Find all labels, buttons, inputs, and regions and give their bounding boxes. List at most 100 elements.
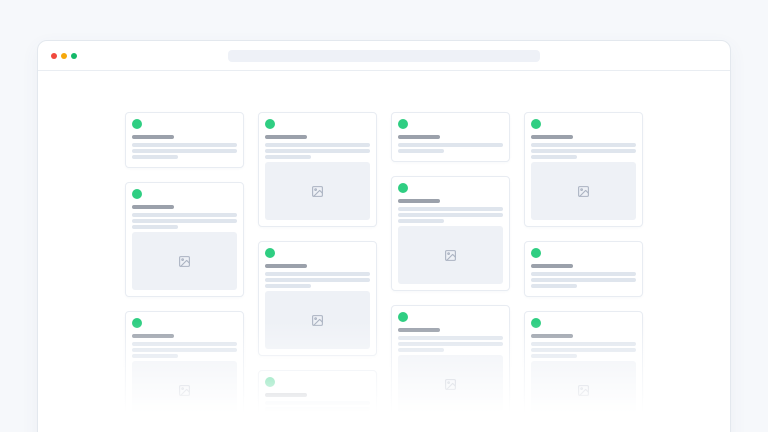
text-line-skeleton — [531, 342, 636, 346]
text-line-skeleton-short — [265, 155, 312, 159]
text-line-skeleton — [132, 149, 237, 153]
feed-column-4 — [524, 112, 643, 432]
text-line-skeleton — [265, 407, 370, 411]
title-skeleton — [398, 199, 440, 203]
avatar-dot-icon — [398, 183, 408, 193]
feed-card[interactable] — [125, 311, 244, 426]
text-line-skeleton-short — [132, 155, 179, 159]
feed-column-3 — [391, 112, 510, 432]
image-icon — [179, 255, 190, 267]
text-line-skeleton-short — [265, 284, 312, 288]
title-skeleton — [132, 334, 174, 338]
title-skeleton — [132, 135, 174, 139]
text-line-skeleton-short — [398, 348, 445, 352]
avatar-dot-icon — [132, 189, 142, 199]
text-line-skeleton — [132, 143, 237, 147]
text-line-skeleton — [398, 213, 503, 217]
text-line-skeleton-short — [132, 225, 179, 229]
text-line-skeleton-short — [531, 354, 578, 358]
url-bar[interactable] — [228, 49, 540, 62]
text-line-skeleton — [265, 143, 370, 147]
text-line-skeleton — [398, 336, 503, 340]
traffic-light-close-icon[interactable] — [51, 52, 57, 59]
avatar-dot-icon — [265, 248, 275, 258]
browser-window-mockup — [37, 40, 731, 432]
feed-card[interactable] — [391, 305, 510, 420]
image-placeholder — [265, 420, 370, 432]
traffic-light-minimize-icon[interactable] — [61, 52, 67, 59]
title-skeleton — [531, 334, 573, 338]
text-line-skeleton — [531, 278, 636, 282]
image-icon — [312, 314, 323, 326]
image-placeholder — [398, 226, 503, 284]
feed-card[interactable] — [524, 311, 643, 426]
image-placeholder — [265, 291, 370, 349]
text-line-skeleton — [265, 401, 370, 405]
image-icon — [445, 249, 456, 261]
title-skeleton — [132, 205, 174, 209]
title-skeleton — [265, 264, 307, 268]
text-line-skeleton-short — [531, 284, 578, 288]
image-icon — [445, 378, 456, 390]
text-line-skeleton — [398, 207, 503, 211]
feed-card[interactable] — [391, 112, 510, 162]
feed-card[interactable] — [258, 112, 377, 227]
avatar-dot-icon — [265, 377, 275, 387]
feed-card[interactable] — [125, 112, 244, 168]
avatar-dot-icon — [265, 119, 275, 129]
image-placeholder — [531, 361, 636, 419]
text-line-skeleton — [265, 278, 370, 282]
text-line-skeleton — [531, 272, 636, 276]
text-line-skeleton — [398, 342, 503, 346]
image-placeholder — [398, 355, 503, 413]
image-placeholder — [531, 162, 636, 220]
feed-card[interactable] — [524, 241, 643, 297]
feed-card[interactable] — [524, 112, 643, 227]
image-icon — [312, 185, 323, 197]
card-feed — [38, 71, 730, 432]
image-placeholder — [265, 162, 370, 220]
image-icon — [179, 384, 190, 396]
feed-card[interactable] — [391, 176, 510, 291]
title-skeleton — [398, 328, 440, 332]
avatar-dot-icon — [531, 318, 541, 328]
avatar-dot-icon — [132, 318, 142, 328]
image-icon — [578, 185, 589, 197]
image-placeholder — [132, 232, 237, 290]
image-placeholder — [132, 361, 237, 419]
feed-card[interactable] — [258, 370, 377, 432]
text-line-skeleton-short — [265, 413, 312, 417]
text-line-skeleton-short — [398, 149, 445, 153]
feed-column-2 — [258, 112, 377, 432]
text-line-skeleton — [265, 149, 370, 153]
title-skeleton — [265, 135, 307, 139]
title-skeleton — [265, 393, 307, 397]
avatar-dot-icon — [132, 119, 142, 129]
text-line-skeleton-short — [531, 155, 578, 159]
text-line-skeleton — [531, 149, 636, 153]
text-line-skeleton — [132, 348, 237, 352]
title-skeleton — [531, 135, 573, 139]
title-skeleton — [398, 135, 440, 139]
avatar-dot-icon — [531, 248, 541, 258]
text-line-skeleton — [398, 143, 503, 147]
avatar-dot-icon — [398, 312, 408, 322]
text-line-skeleton — [132, 213, 237, 217]
text-line-skeleton — [531, 348, 636, 352]
window-titlebar — [38, 41, 730, 71]
text-line-skeleton — [531, 143, 636, 147]
avatar-dot-icon — [398, 119, 408, 129]
text-line-skeleton — [265, 272, 370, 276]
feed-card[interactable] — [258, 241, 377, 356]
text-line-skeleton-short — [398, 219, 445, 223]
feed-card[interactable] — [125, 182, 244, 297]
image-icon — [578, 384, 589, 396]
avatar-dot-icon — [531, 119, 541, 129]
feed-column-1 — [125, 112, 244, 432]
text-line-skeleton — [132, 219, 237, 223]
traffic-light-maximize-icon[interactable] — [71, 52, 77, 59]
title-skeleton — [531, 264, 573, 268]
traffic-lights — [51, 52, 77, 59]
text-line-skeleton — [132, 342, 237, 346]
text-line-skeleton-short — [132, 354, 179, 358]
